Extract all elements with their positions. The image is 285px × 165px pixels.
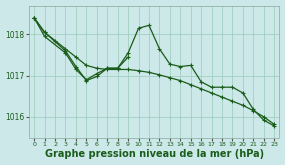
X-axis label: Graphe pression niveau de la mer (hPa): Graphe pression niveau de la mer (hPa): [45, 149, 264, 159]
